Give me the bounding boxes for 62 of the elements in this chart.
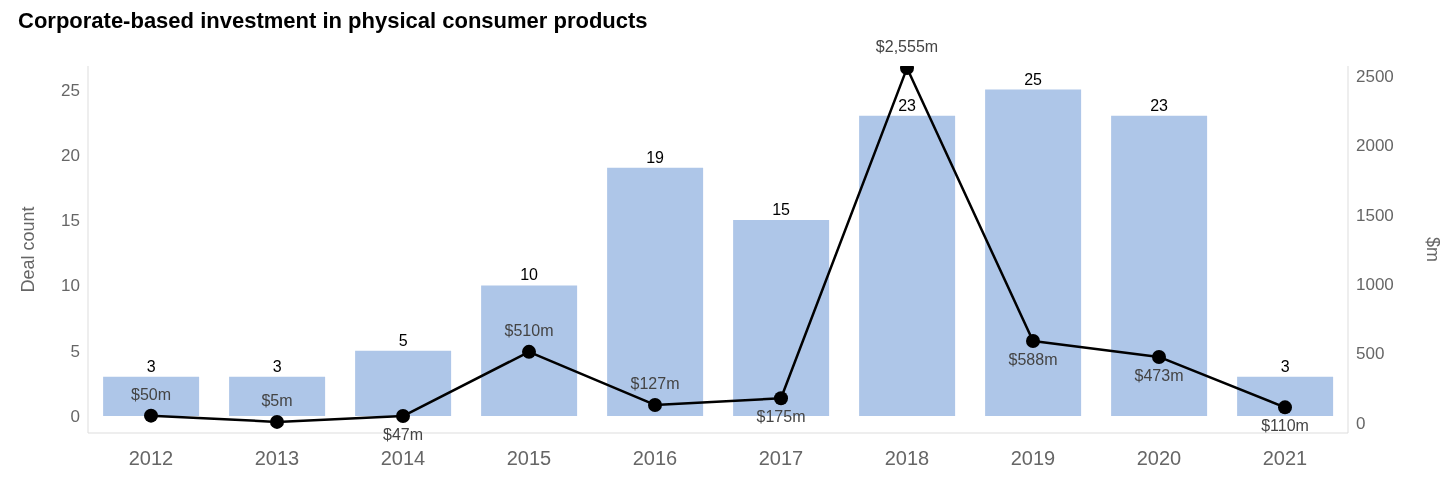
chart-title: Corporate-based investment in physical consumer products	[17, 8, 649, 35]
data-label: 3	[146, 357, 156, 375]
data-label: 15	[772, 201, 791, 219]
point	[270, 414, 284, 429]
point	[396, 409, 410, 424]
data-label: $510m	[504, 321, 554, 339]
y2-tick-label: 2500	[1356, 66, 1394, 86]
x-tick-label: 2020	[1136, 447, 1182, 470]
y-tick-label: 20	[61, 145, 80, 165]
x-tick-label: 2016	[632, 447, 678, 470]
point	[144, 408, 158, 423]
point	[774, 391, 788, 406]
bar	[355, 350, 452, 417]
x-tick-label: 2014	[380, 447, 426, 470]
y-tick-label: 10	[61, 276, 80, 296]
point	[522, 344, 536, 359]
y-tick-label: 0	[70, 407, 80, 427]
data-label: 3	[272, 357, 282, 375]
data-label: $5m	[261, 391, 293, 409]
x-tick-label: 2019	[1010, 447, 1056, 470]
data-label: 3	[1280, 357, 1290, 375]
y-tick-label: 5	[70, 341, 80, 361]
y-axis-title: Deal count	[18, 206, 39, 293]
bar	[985, 89, 1082, 417]
data-label: 23	[898, 96, 917, 114]
x-tick-label: 2017	[758, 447, 804, 470]
x-tick-label: 2015	[506, 447, 552, 470]
data-label: 23	[1150, 96, 1169, 114]
data-label: 10	[520, 266, 539, 284]
data-label: 5	[398, 331, 408, 349]
y2-tick-label: 1000	[1356, 274, 1394, 294]
data-label: $50m	[130, 385, 172, 403]
data-label: $127m	[630, 374, 680, 392]
x-tick-label: 2021	[1262, 447, 1308, 470]
bar	[607, 167, 704, 417]
point	[1026, 334, 1040, 349]
y-tick-label: 15	[61, 211, 80, 231]
y2-tick-label: 0	[1356, 413, 1366, 433]
x-tick-label: 2013	[254, 447, 300, 470]
bar	[1111, 115, 1208, 417]
data-label: $473m	[1134, 366, 1184, 384]
data-label: $2,555m	[875, 38, 939, 56]
y-tick-label: 25	[61, 80, 80, 100]
bar	[859, 115, 956, 417]
bar	[1237, 376, 1334, 417]
data-label: 25	[1024, 70, 1043, 88]
y2-tick-label: 2000	[1356, 136, 1394, 156]
y2-tick-label: 500	[1356, 344, 1385, 364]
data-label: $588m	[1008, 351, 1058, 369]
y2-axis-title: $m	[1422, 236, 1443, 263]
data-label: $110m	[1261, 417, 1309, 435]
x-tick-label: 2018	[884, 447, 930, 470]
bar	[481, 285, 578, 417]
y2-tick-label: 1500	[1356, 205, 1394, 225]
point	[648, 397, 662, 412]
data-label: 19	[646, 148, 665, 166]
data-label: $175m	[756, 408, 806, 426]
bar	[229, 376, 326, 417]
x-tick-label: 2012	[128, 447, 174, 470]
data-label: $47m	[382, 426, 424, 444]
point	[1278, 400, 1292, 415]
point	[1152, 349, 1166, 364]
